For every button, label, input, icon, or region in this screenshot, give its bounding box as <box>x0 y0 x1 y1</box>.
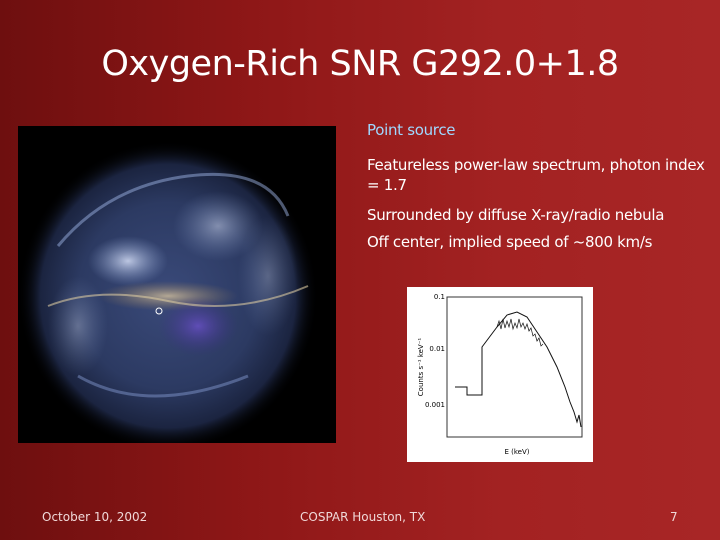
slide-title: Oxygen-Rich SNR G292.0+1.8 <box>101 44 619 84</box>
footer-venue: COSPAR Houston, TX <box>300 510 426 524</box>
bullet: Surrounded by diffuse X-ray/radio nebula <box>367 206 665 224</box>
spectrum-xlabel: E (keV) <box>504 448 529 456</box>
bullet: Point source <box>367 121 456 139</box>
footer-date: October 10, 2002 <box>42 510 148 524</box>
spectrum-ylabel: Counts s⁻¹ keV⁻¹ <box>417 338 425 397</box>
snr-image <box>18 126 336 443</box>
page-number: 7 <box>670 510 678 524</box>
spectrum-tick: 0.1 <box>434 293 445 301</box>
bullet: Off center, implied speed of ~800 km/s <box>367 233 653 251</box>
spectrum-tick: 0.01 <box>429 345 445 353</box>
spectrum-tick: 0.001 <box>425 401 445 409</box>
bullet: Featureless power-law spectrum, photon i… <box>367 156 705 194</box>
spectrum-plot: 0.1 0.01 0.001 E (keV) Counts s⁻¹ keV⁻¹ <box>407 287 593 462</box>
